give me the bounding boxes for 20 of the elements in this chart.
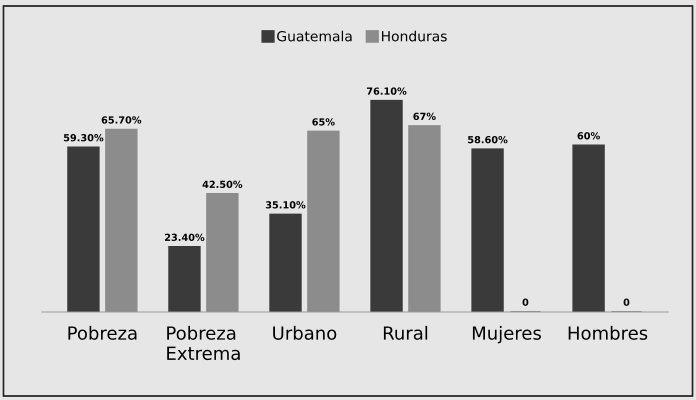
data-label: 58.60%	[468, 136, 508, 144]
data-label: 42.50%	[202, 180, 242, 188]
x-tick-label: Mujeres	[472, 326, 541, 344]
data-label: 35.10%	[266, 201, 306, 209]
legend-label: Honduras	[382, 30, 447, 42]
x-tick-label: Hombres	[568, 326, 648, 340]
data-label: 65%	[312, 118, 335, 126]
data-label: 60%	[578, 132, 600, 140]
data-label: 0	[522, 298, 528, 306]
data-label: 76.10%	[366, 87, 406, 95]
data-label: 67%	[413, 112, 436, 120]
x-tick-label: Rural	[384, 326, 428, 340]
data-label: 23.40%	[164, 234, 204, 241]
data-label: 65.70%	[102, 116, 142, 124]
x-tick-label: Urbano	[273, 326, 336, 340]
x-tick-label: Pobreza	[68, 326, 136, 340]
data-label: 59.30%	[64, 134, 104, 142]
data-label: 0	[624, 298, 630, 306]
legend-label: Guatemala	[277, 30, 352, 42]
x-tick-label: Pobreza Extrema	[167, 326, 240, 360]
